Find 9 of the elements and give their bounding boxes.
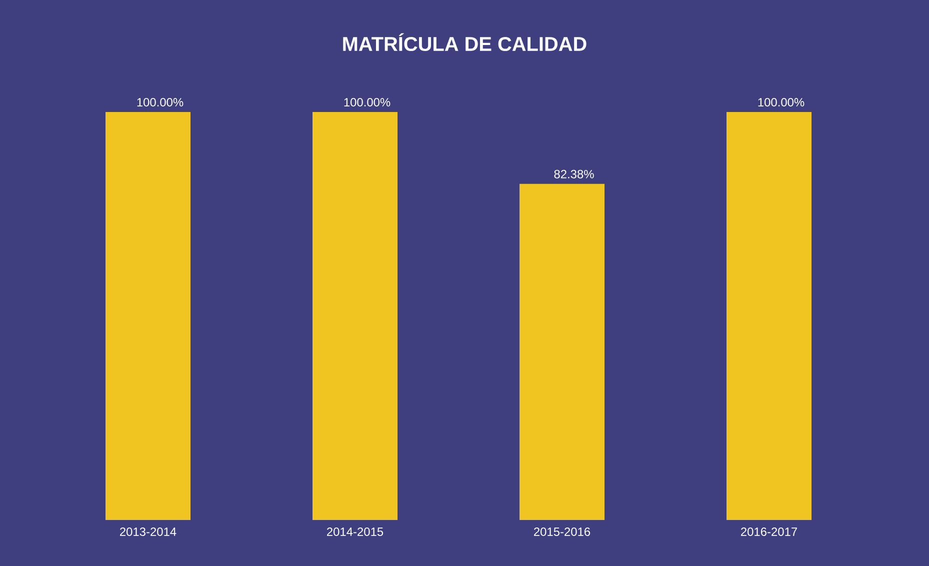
data-label: 100.00% bbox=[137, 98, 184, 106]
x-tick-label: 2014-2015 bbox=[327, 528, 384, 536]
x-tick-label: 2013-2014 bbox=[120, 528, 176, 536]
chart-title: MATRÍCULA DE CALIDAD bbox=[343, 33, 586, 52]
x-tick-label: 2016-2017 bbox=[741, 528, 797, 536]
data-label: 100.00% bbox=[758, 98, 804, 106]
data-label: 82.38% bbox=[554, 170, 594, 178]
x-tick-label: 2015-2016 bbox=[534, 528, 590, 536]
data-label: 100.00% bbox=[344, 98, 390, 106]
